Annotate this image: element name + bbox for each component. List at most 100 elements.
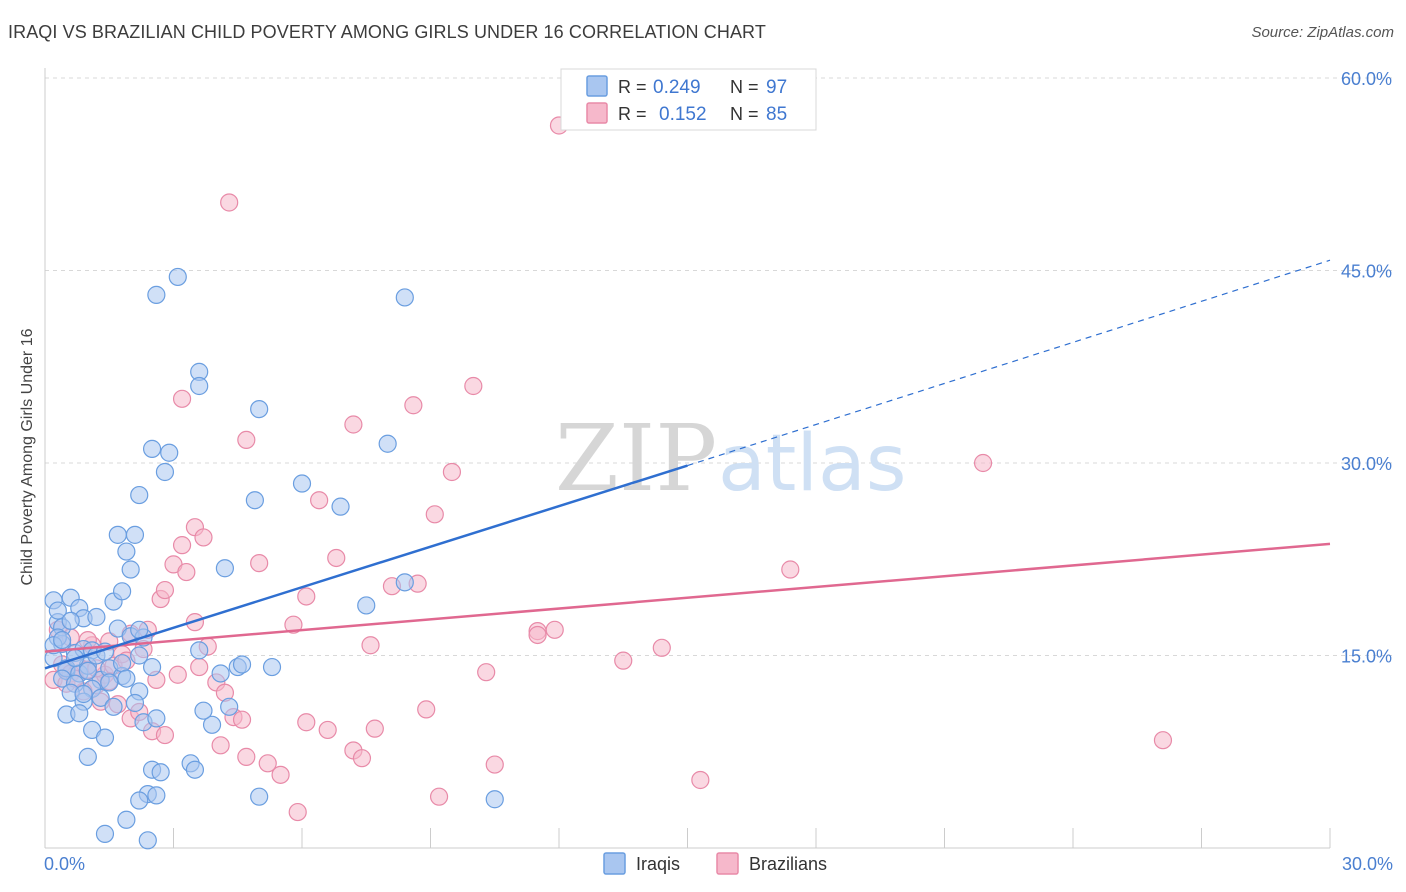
brazilians-point	[284, 615, 303, 634]
iraqis-point	[112, 582, 132, 601]
brazilians-point	[172, 389, 192, 408]
brazilians-point	[155, 725, 175, 745]
legend-brazilians-label: Brazilians	[749, 854, 827, 874]
brazilians-point	[344, 415, 363, 434]
iraqis-point	[190, 641, 209, 660]
brazilians-point	[258, 754, 277, 773]
iraqis-point	[142, 657, 162, 677]
brazilians-point	[211, 736, 230, 755]
legend-iraqis-label: Iraqis	[636, 854, 680, 874]
iraqis-point	[130, 485, 149, 505]
brazilians-point	[250, 553, 269, 573]
gridlines	[45, 77, 1392, 656]
brazilians-point	[361, 636, 380, 655]
brazilians-point	[297, 713, 316, 732]
iraqis-point	[250, 787, 269, 806]
brazilians-point	[327, 548, 346, 568]
iraqis-point	[245, 491, 264, 510]
iraqis-point	[211, 664, 230, 683]
brazilians-trend-line	[44, 542, 1331, 653]
trend-lines	[44, 259, 1331, 670]
brazilians-point	[545, 620, 564, 639]
watermark: ZIP atlas	[555, 405, 907, 512]
iraqis-point	[91, 688, 110, 707]
brazilians-point	[177, 562, 196, 582]
brazilians-point	[352, 749, 372, 768]
brazilians-n-label: N =	[730, 104, 759, 124]
axes	[44, 68, 1331, 849]
iraqis-point	[87, 607, 106, 627]
legend-iraqis-swatch	[603, 852, 626, 875]
brazilians-point	[485, 755, 504, 774]
y-tick-label: 60.0%	[1341, 69, 1392, 89]
watermark-atlas: atlas	[718, 419, 907, 509]
iraqis-point	[202, 715, 222, 734]
iraqis-point	[185, 760, 205, 779]
brazilians-n-value: 85	[766, 104, 787, 125]
brazilians-r-label: R =	[618, 104, 647, 124]
iraqis-point	[262, 657, 282, 677]
iraqis-point	[95, 824, 115, 843]
iraqis-point	[160, 443, 179, 462]
iraqis-point	[53, 630, 72, 650]
y-tick-label: 45.0%	[1341, 262, 1392, 282]
x-tick-label: 30.0%	[1342, 854, 1393, 874]
iraqis-point	[357, 596, 376, 615]
iraqis-point	[331, 497, 350, 516]
iraqis-point	[125, 525, 145, 544]
brazilians-point	[318, 720, 337, 740]
y-tick-label: 30.0%	[1341, 454, 1392, 474]
iraqis-trend-extension	[687, 259, 1331, 467]
y-tick-label: 15.0%	[1341, 647, 1392, 667]
brazilians-point	[194, 528, 213, 547]
iraqis-point	[117, 669, 136, 688]
brazilians-point	[365, 719, 384, 738]
iraqis-point	[78, 747, 97, 766]
iraqis-n-label: N =	[730, 77, 759, 97]
iraqis-point	[104, 697, 123, 716]
iraqis-point	[121, 560, 140, 579]
brazilians-point	[429, 787, 449, 806]
iraqis-point	[112, 654, 132, 673]
iraqis-point	[194, 701, 213, 720]
brazilians-point	[464, 376, 483, 396]
brazilians-swatch	[586, 102, 608, 124]
iraqis-point	[48, 601, 67, 620]
brazilians-r-value: 0.152	[659, 104, 707, 125]
x-tick-label: 0.0%	[44, 854, 85, 874]
brazilians-point	[237, 747, 256, 766]
brazilians-point	[297, 587, 316, 606]
iraqis-point	[147, 709, 166, 728]
iraqis-point	[95, 728, 115, 747]
iraqis-point	[220, 697, 239, 716]
legend-brazilians-swatch	[716, 852, 739, 875]
stats-legend: R = 0.249 N = 97 R = 0.152 N = 85	[560, 68, 817, 131]
brazilians-point	[528, 625, 547, 645]
iraqis-r-value: 0.249	[653, 77, 701, 98]
iraqis-n-value: 97	[766, 77, 787, 98]
brazilians-point	[220, 193, 239, 212]
brazilians-point	[404, 396, 423, 415]
iraqis-point	[125, 693, 145, 713]
iraqis-point	[215, 559, 234, 578]
iraqis-point	[117, 810, 136, 829]
brazilians-point	[973, 453, 993, 473]
iraqis-trend-line	[44, 464, 688, 670]
brazilians-point	[1153, 731, 1173, 750]
iraqis-point	[61, 611, 80, 630]
source-label: Source: ZipAtlas.com	[1251, 24, 1394, 41]
brazilians-point	[155, 580, 175, 600]
y-axis-label: Child Poverty Among Girls Under 16	[19, 328, 36, 585]
brazilians-point	[288, 802, 307, 822]
iraqis-point	[108, 525, 127, 544]
brazilians-point	[477, 663, 496, 682]
brazilians-point	[237, 430, 256, 449]
x-tick-labels: 0.0% 30.0%	[44, 854, 1393, 874]
iraqis-point	[395, 288, 414, 307]
brazilians-point	[310, 491, 329, 510]
iraqis-point	[292, 474, 312, 493]
watermark-zip: ZIP	[555, 405, 717, 512]
iraqis-point	[168, 267, 187, 287]
iraqis-point	[70, 704, 89, 723]
